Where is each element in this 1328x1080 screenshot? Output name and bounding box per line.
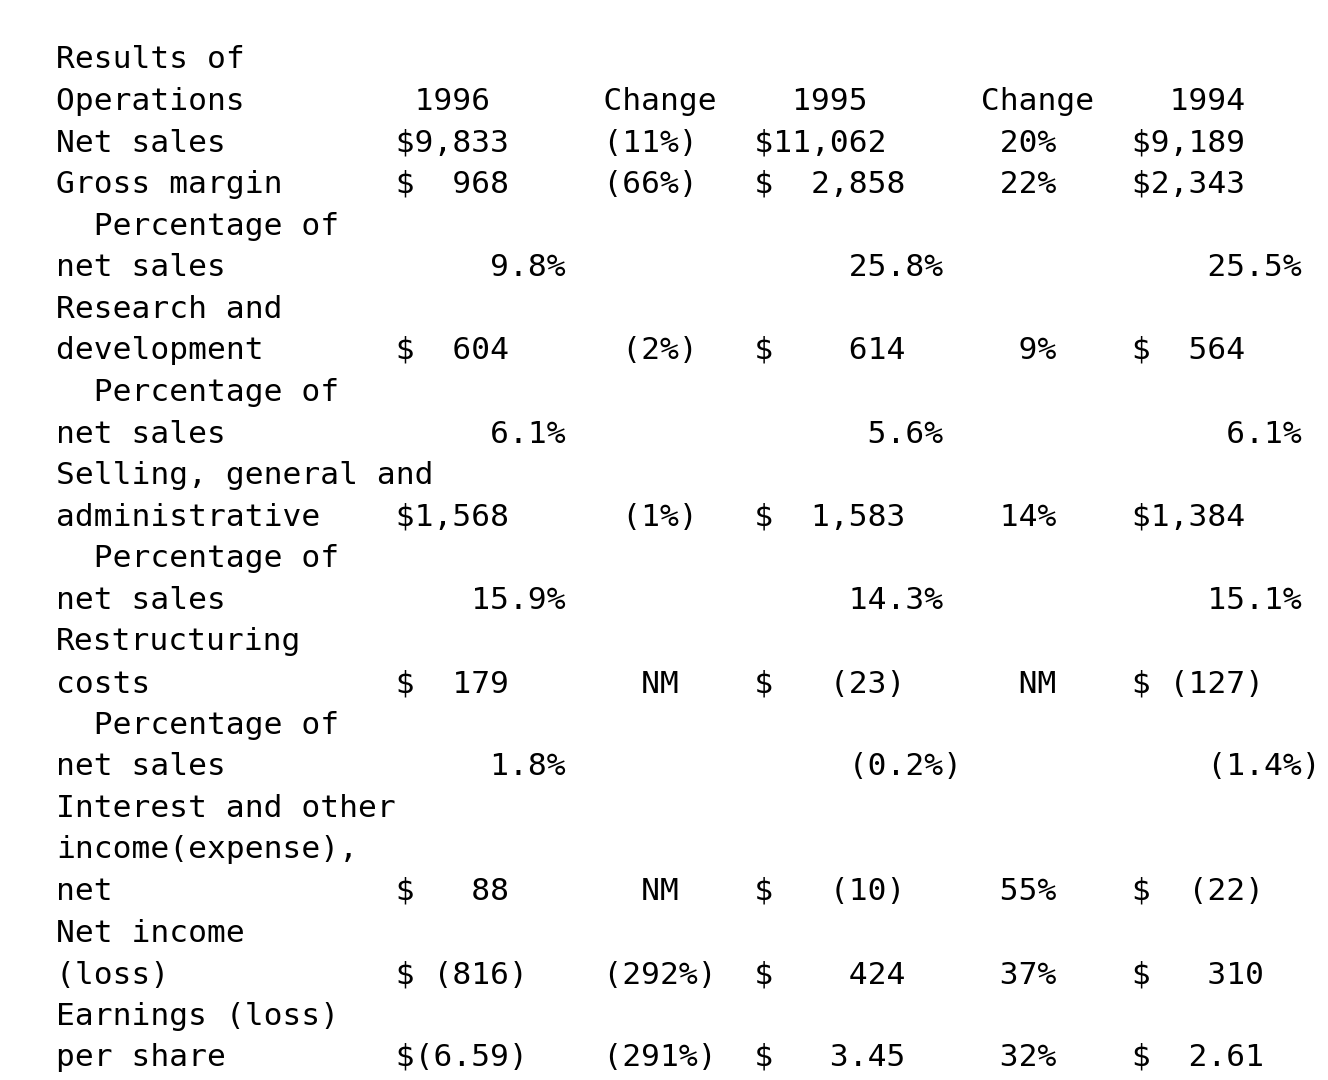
- Text: net               $   88       NM    $   (10)     55%    $  (22): net $ 88 NM $ (10) 55% $ (22): [56, 877, 1264, 906]
- Text: per share         $(6.59)    (291%)  $   3.45     32%    $  2.61: per share $(6.59) (291%) $ 3.45 32% $ 2.…: [56, 1043, 1264, 1072]
- Text: net sales             15.9%               14.3%              15.1%: net sales 15.9% 14.3% 15.1%: [56, 585, 1301, 615]
- Text: (loss)            $ (816)    (292%)  $    424     37%    $   310: (loss) $ (816) (292%) $ 424 37% $ 310: [56, 960, 1264, 989]
- Text: Percentage of: Percentage of: [56, 378, 339, 407]
- Text: Restructuring: Restructuring: [56, 627, 301, 657]
- Text: Percentage of: Percentage of: [56, 544, 339, 573]
- Text: net sales              1.8%               (0.2%)             (1.4%): net sales 1.8% (0.2%) (1.4%): [56, 752, 1320, 781]
- Text: Interest and other: Interest and other: [56, 794, 396, 823]
- Text: Net sales         $9,833     (11%)   $11,062      20%    $9,189: Net sales $9,833 (11%) $11,062 20% $9,18…: [56, 129, 1244, 158]
- Text: Gross margin      $  968     (66%)   $  2,858     22%    $2,343: Gross margin $ 968 (66%) $ 2,858 22% $2,…: [56, 170, 1244, 199]
- Text: net sales              6.1%                5.6%               6.1%: net sales 6.1% 5.6% 6.1%: [56, 420, 1301, 448]
- Text: Results of: Results of: [56, 45, 244, 75]
- Text: Research and: Research and: [56, 295, 283, 324]
- Text: Earnings (loss): Earnings (loss): [56, 1002, 339, 1030]
- Text: development       $  604      (2%)   $    614      9%    $  564: development $ 604 (2%) $ 614 9% $ 564: [56, 337, 1244, 365]
- Text: income(expense),: income(expense),: [56, 836, 357, 864]
- Text: net sales              9.8%               25.8%              25.5%: net sales 9.8% 25.8% 25.5%: [56, 253, 1301, 282]
- Text: Selling, general and: Selling, general and: [56, 461, 433, 490]
- Text: costs             $  179       NM    $   (23)      NM    $ (127): costs $ 179 NM $ (23) NM $ (127): [56, 670, 1264, 698]
- Text: Operations         1996      Change    1995      Change    1994: Operations 1996 Change 1995 Change 1994: [56, 87, 1244, 116]
- Text: Net income: Net income: [56, 918, 244, 947]
- Text: administrative    $1,568      (1%)   $  1,583     14%    $1,384: administrative $1,568 (1%) $ 1,583 14% $…: [56, 503, 1244, 531]
- Text: Percentage of: Percentage of: [56, 711, 339, 740]
- Text: Percentage of: Percentage of: [56, 212, 339, 241]
